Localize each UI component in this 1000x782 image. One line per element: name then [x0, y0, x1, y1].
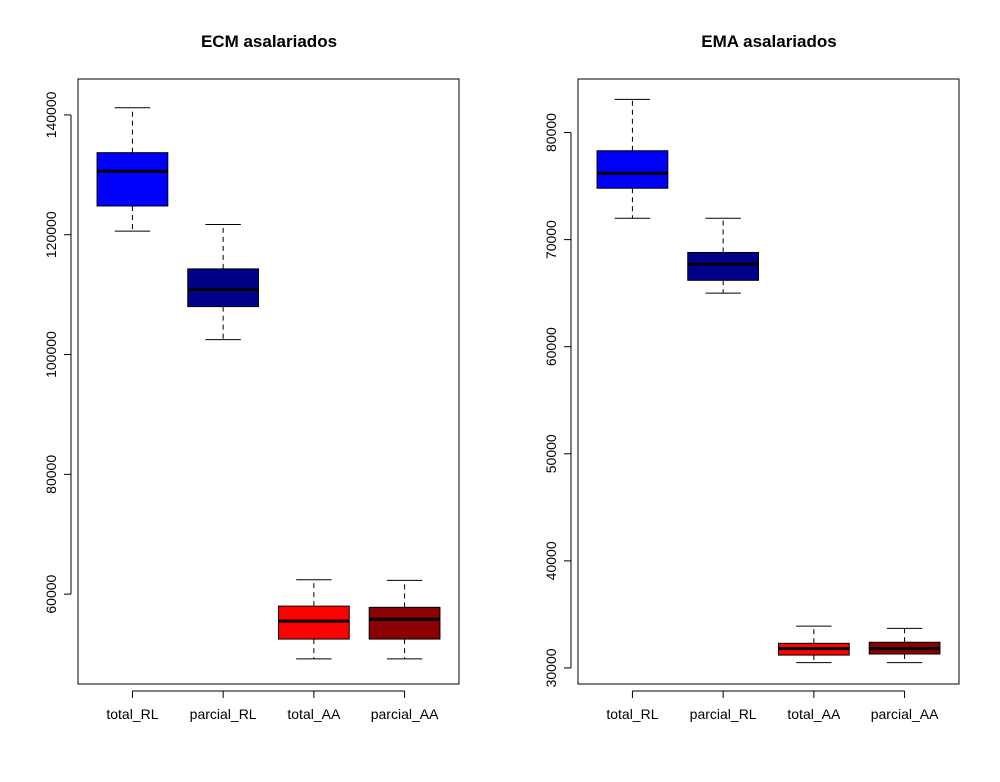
x-tick-label: parcial_AA	[371, 706, 439, 722]
y-tick-label: 60000	[543, 327, 559, 366]
plot-frame	[577, 78, 960, 685]
y-tick-label: 100000	[43, 331, 59, 378]
x-tick-label: parcial_RL	[190, 706, 257, 722]
y-tick-label: 30000	[543, 648, 559, 687]
x-tick-label: parcial_AA	[871, 706, 939, 722]
y-tick-label: 120000	[43, 211, 59, 258]
y-tick-label: 140000	[43, 91, 59, 138]
box-body	[596, 150, 669, 189]
box-parcial_RL	[187, 224, 260, 341]
y-tick-label: 50000	[543, 434, 559, 473]
y-tick-label: 40000	[543, 541, 559, 580]
ema-panel: EMA asalariados 30000 40000 50000 60000 7000…	[543, 32, 960, 722]
x-tick-label: parcial_RL	[690, 706, 757, 722]
y-tick-label: 80000	[543, 113, 559, 152]
box-parcial_AA	[868, 627, 941, 664]
box-body	[687, 251, 760, 281]
ecm-panel: ECM asalariados 60000 80000 100000 120000 14…	[43, 32, 460, 722]
y-tick-label: 60000	[43, 574, 59, 613]
x-tick-label: total_AA	[287, 706, 341, 722]
x-tick-label: total_AA	[787, 706, 841, 722]
box-body	[368, 606, 441, 640]
x-tick-label: total_RL	[106, 706, 158, 722]
y-tick-label: 80000	[43, 455, 59, 494]
box-total_AA	[277, 579, 350, 660]
box-parcial_RL	[687, 217, 760, 294]
x-tick-label: total_RL	[606, 706, 658, 722]
chart-title: ECM asalariados	[201, 32, 337, 51]
box-total_RL	[96, 107, 169, 232]
plot-frame	[77, 78, 460, 685]
chart-title: EMA asalariados	[701, 32, 836, 51]
box-parcial_AA	[368, 579, 441, 660]
y-tick-label: 70000	[543, 220, 559, 259]
box-body	[96, 152, 169, 207]
box-total_AA	[777, 625, 850, 664]
box-total_RL	[596, 98, 669, 219]
